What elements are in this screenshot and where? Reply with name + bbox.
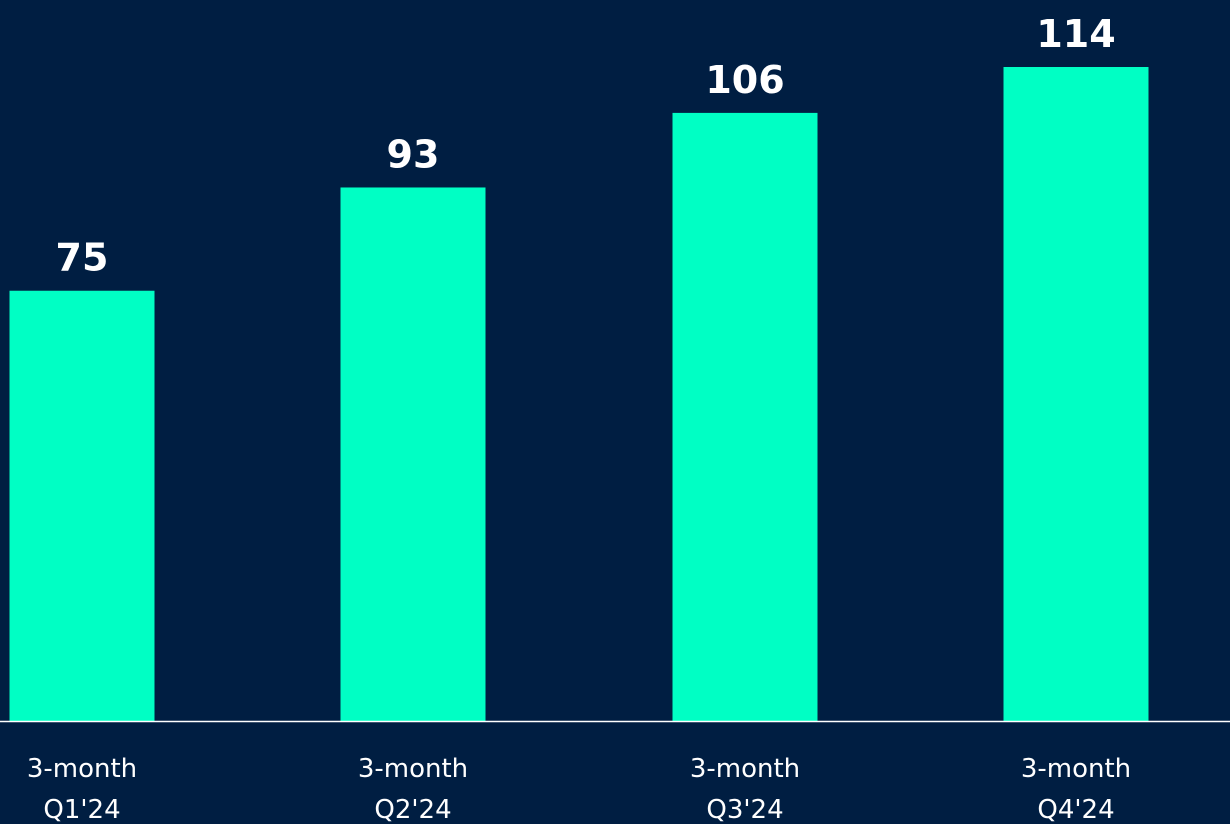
- category-label-quarter: Q1'24: [43, 795, 120, 824]
- category-label-period: 3-month: [27, 754, 137, 784]
- category-label-quarter: Q4'24: [1037, 795, 1114, 824]
- bar: [340, 187, 486, 721]
- category-labels-group: 3-month Q1'24 3-month Q2'24 3-month Q3'24 3-mo…: [27, 754, 1131, 824]
- category-label-quarter: Q3'24: [706, 795, 783, 824]
- bar-value-label: 114: [1036, 12, 1115, 56]
- bar: [1003, 67, 1149, 721]
- category-label-quarter: Q2'24: [374, 795, 451, 824]
- data-labels-group: 75 93 106 114: [56, 12, 1116, 280]
- bar: [672, 112, 818, 722]
- bar-value-label: 93: [387, 132, 440, 176]
- bars-group: [9, 67, 1149, 722]
- bar-value-label: 75: [56, 236, 109, 280]
- category-label-period: 3-month: [1021, 754, 1131, 784]
- category-label-period: 3-month: [690, 754, 800, 784]
- category-label-period: 3-month: [358, 754, 468, 784]
- bar: [9, 290, 155, 721]
- bar-value-label: 106: [705, 58, 784, 102]
